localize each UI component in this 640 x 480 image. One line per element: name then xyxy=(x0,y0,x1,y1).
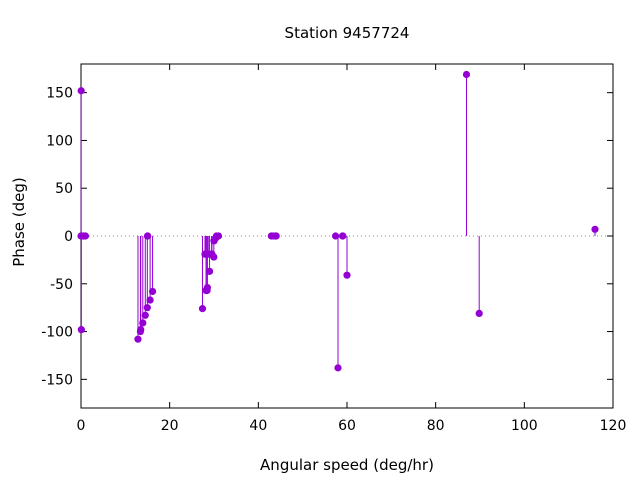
x-tick-label: 60 xyxy=(338,418,356,434)
data-point xyxy=(475,309,483,317)
y-tick-label: 150 xyxy=(46,86,73,102)
data-point xyxy=(146,296,154,304)
x-tick-label: 20 xyxy=(161,418,179,434)
x-tick-label: 80 xyxy=(427,418,445,434)
chart-title: Station 9457724 xyxy=(285,24,410,42)
y-tick-label: -50 xyxy=(50,277,73,293)
x-tick-label: 40 xyxy=(249,418,267,434)
data-point xyxy=(77,326,85,334)
data-point xyxy=(198,305,207,313)
y-tick-label: -150 xyxy=(41,372,73,388)
y-tick-label: 100 xyxy=(46,133,73,149)
data-point xyxy=(462,70,471,79)
data-point xyxy=(591,225,599,233)
data-point xyxy=(148,287,157,296)
data-point xyxy=(81,232,90,240)
y-tick-label: 0 xyxy=(64,229,73,245)
y-tick-label: 50 xyxy=(55,181,73,197)
data-point xyxy=(210,253,218,261)
x-tick-label: 100 xyxy=(511,418,538,434)
data-point xyxy=(143,304,151,312)
data-point xyxy=(203,284,211,292)
data-point xyxy=(141,311,149,319)
data-point xyxy=(205,267,214,275)
x-tick-label: 0 xyxy=(77,418,86,434)
x-axis: 0 20 40 60 80 100 120 xyxy=(77,64,627,434)
data-point xyxy=(272,232,280,240)
data-point xyxy=(331,232,340,240)
y-tick-label: -100 xyxy=(41,325,73,341)
data-point xyxy=(77,87,85,95)
data-point xyxy=(339,232,347,240)
y-axis: -150 -100 -50 0 50 100 150 xyxy=(41,86,613,388)
point-series xyxy=(77,70,599,372)
impulse-series xyxy=(80,74,596,368)
x-tick-label: 120 xyxy=(600,418,627,434)
data-point xyxy=(134,335,142,343)
y-axis-label: Phase (deg) xyxy=(10,177,28,267)
data-point xyxy=(343,271,351,279)
data-point xyxy=(137,326,145,334)
x-axis-label: Angular speed (deg/hr) xyxy=(260,456,434,474)
data-point xyxy=(334,364,342,372)
data-point xyxy=(144,232,152,240)
data-point xyxy=(214,232,223,240)
data-point xyxy=(139,319,147,327)
